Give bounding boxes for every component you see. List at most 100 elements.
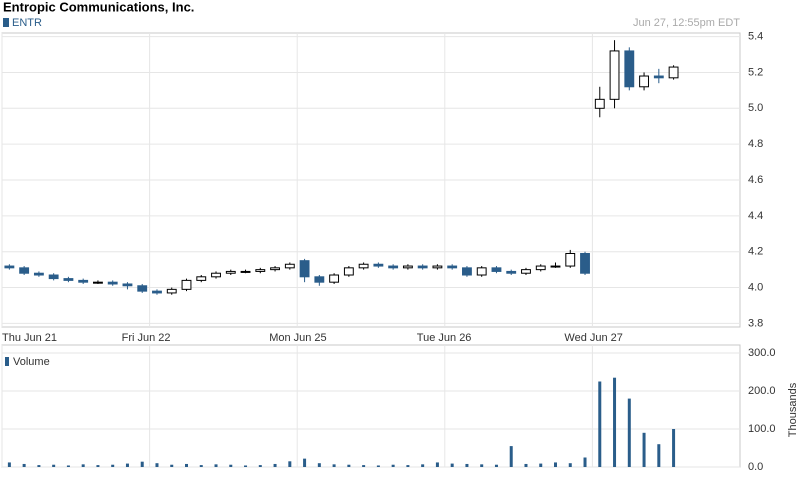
volume-bar [347,464,351,467]
candle-body [211,272,221,278]
volume-bar [37,465,41,467]
candle-body [152,290,162,294]
candle-body [329,274,340,283]
volume-bar [273,463,277,467]
candle-body [358,263,369,269]
volume-bar [672,429,676,467]
candle-body [166,288,177,294]
x-tick-label: Tue Jun 26 [417,332,472,344]
candle-body [4,265,15,269]
candle-body [373,263,384,267]
y2-tick-label: 100.0 [748,423,776,435]
candle-body [506,270,517,274]
volume-bar [598,381,602,467]
volume-bar [465,463,469,467]
candle-body [48,274,59,280]
candle-body [462,267,472,276]
candle-body [33,272,44,276]
candle-body [476,267,487,276]
volume-bar [568,463,572,467]
volume-bar [362,465,366,467]
volume-bar [450,463,454,467]
volume-bar [214,464,218,467]
volume-bar [199,465,203,467]
y-tick-label: 4.6 [748,174,763,186]
candle-body [402,265,413,269]
y2-tick-label: 0.0 [748,461,763,473]
candle-body [447,265,458,269]
candle-body [639,75,649,88]
volume-bar [391,464,395,467]
volume-bar [52,464,56,467]
candle-body [521,269,531,274]
candle-body [417,265,428,269]
y-tick-label: 5.0 [748,102,763,114]
candle-body [535,265,546,271]
candle-body [107,281,118,285]
candle-body [255,269,266,272]
timestamp: Jun 27, 12:55pm EDT [633,17,740,29]
volume-bar [258,465,262,467]
legend-swatch [5,357,9,366]
candle-body [653,75,664,79]
volume-bar [494,464,498,467]
legend-swatch [3,18,9,27]
candle-body [63,278,74,281]
candle-body [491,267,502,272]
candle-body [343,267,354,276]
volume-bar [480,464,484,467]
volume-bar [185,463,188,467]
candle-body [93,281,103,284]
volume-bar [111,464,115,467]
volume-bar [539,463,543,467]
candle-body [181,279,192,290]
volume-bar [554,462,557,467]
candle-body [19,267,30,274]
volume-bar [7,462,11,467]
volume-bar [155,463,159,467]
volume-bar [140,461,144,467]
candle-body [314,276,325,283]
x-tick-label: Thu Jun 21 [2,332,57,344]
candle-body [432,265,443,269]
volume-bar [288,461,292,467]
y-tick-label: 5.2 [748,66,763,78]
volume-bar [376,465,380,467]
volume-bar [22,463,26,467]
volume-bar [317,463,321,467]
volume-bar [524,463,528,467]
volume-bar [406,465,410,467]
y2-axis-label: Thousands [787,382,799,437]
volume-bar [66,465,70,467]
x-tick-label: Wed Jun 27 [564,332,623,344]
candle-body [122,283,133,287]
y-tick-label: 4.0 [748,281,763,293]
candle-body [299,260,310,278]
candle-body [668,66,679,79]
legend-label: Volume [13,356,50,368]
x-tick-label: Mon Jun 25 [269,332,326,344]
y-tick-label: 4.8 [748,138,763,150]
volume-bar [509,446,513,467]
candle-body [624,50,635,88]
candle-body [609,50,620,100]
candle-body [284,263,295,269]
volume-bar [642,432,646,467]
candle-body [240,270,251,273]
volume-bar [125,463,129,467]
volume-bar [303,458,307,467]
y-tick-label: 3.8 [748,317,763,329]
volume-bar [583,457,587,467]
legend-label: ENTR [12,17,42,29]
candle-body [565,253,576,267]
volume-bar [627,398,631,467]
y2-tick-label: 300.0 [748,347,776,359]
volume-bar [244,465,248,467]
volume-bar [81,464,85,467]
volume-bar [332,464,336,467]
volume-bar [657,444,661,467]
x-tick-label: Fri Jun 22 [122,332,171,344]
volume-bar [435,462,439,467]
